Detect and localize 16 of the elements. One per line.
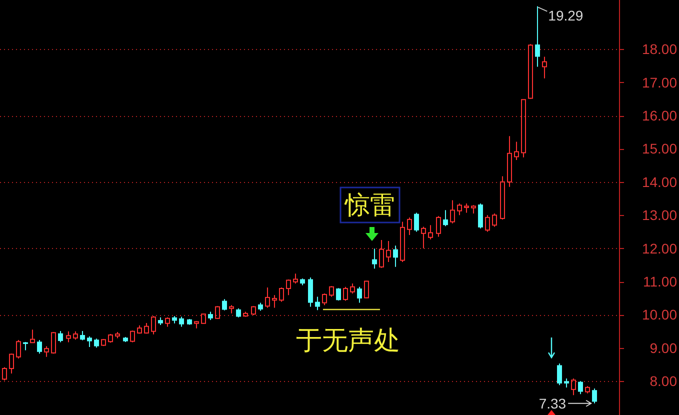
y-tick-label: 12.00: [642, 240, 677, 256]
y-tick-label: 8.00: [650, 373, 677, 390]
y-tick-label: 10.00: [642, 306, 677, 323]
y-tick-label: 16.00: [642, 108, 677, 124]
value-note: 7.33: [538, 395, 566, 412]
y-tick-label: 14.00: [642, 174, 677, 190]
y-tick-label: 13.00: [642, 207, 677, 224]
y-tick-label: 17.00: [642, 74, 677, 90]
value-note: 19.29: [548, 7, 584, 24]
annotation: 惊雷: [344, 190, 395, 220]
y-tick-label: 9.00: [650, 340, 677, 356]
y-tick-label: 11.00: [643, 274, 677, 290]
y-tick-label: 15.00: [642, 140, 677, 157]
note: 于无声处: [296, 326, 400, 356]
y-tick-label: 18.00: [642, 41, 677, 58]
note: 惊雷: [340, 186, 400, 224]
